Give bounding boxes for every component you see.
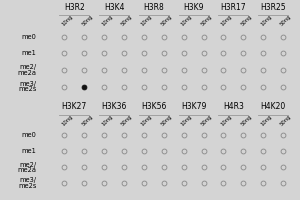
Text: 50ng: 50ng	[240, 14, 253, 27]
Text: H3R8: H3R8	[143, 3, 164, 12]
Text: me0: me0	[22, 34, 37, 40]
Text: 50ng: 50ng	[240, 113, 253, 127]
Text: 10ng: 10ng	[100, 113, 114, 127]
Text: 10ng: 10ng	[180, 14, 193, 27]
Text: me3/
me2s: me3/ me2s	[18, 177, 37, 189]
Text: H3R17: H3R17	[220, 3, 246, 12]
Text: 10ng: 10ng	[220, 14, 233, 27]
Text: 50ng: 50ng	[121, 14, 134, 27]
Text: me0: me0	[22, 132, 37, 138]
Text: 10ng: 10ng	[61, 113, 74, 127]
Text: 10ng: 10ng	[260, 113, 273, 127]
Text: 50ng: 50ng	[81, 14, 94, 27]
Text: 50ng: 50ng	[200, 113, 213, 127]
Text: H3K9: H3K9	[183, 3, 204, 12]
Text: 50ng: 50ng	[81, 113, 94, 127]
Text: 50ng: 50ng	[280, 14, 292, 27]
Text: 50ng: 50ng	[160, 14, 173, 27]
Text: H3K56: H3K56	[141, 102, 167, 111]
Text: H3K4: H3K4	[104, 3, 124, 12]
Text: me2/
me2a: me2/ me2a	[17, 64, 37, 76]
Text: 10ng: 10ng	[180, 113, 193, 127]
Text: H3K36: H3K36	[101, 102, 127, 111]
Text: H3K27: H3K27	[61, 102, 87, 111]
Text: 50ng: 50ng	[121, 113, 134, 127]
Text: H3R25: H3R25	[260, 3, 286, 12]
Text: 10ng: 10ng	[140, 113, 153, 127]
Text: 10ng: 10ng	[140, 14, 153, 27]
Text: me3/
me2s: me3/ me2s	[18, 81, 37, 92]
Text: 50ng: 50ng	[200, 14, 213, 27]
Text: H3R2: H3R2	[64, 3, 85, 12]
Text: 10ng: 10ng	[260, 14, 273, 27]
Text: 10ng: 10ng	[61, 14, 74, 27]
Text: me2/
me2a: me2/ me2a	[17, 162, 37, 173]
Text: me1: me1	[22, 148, 37, 154]
Text: H4R3: H4R3	[223, 102, 244, 111]
Text: 50ng: 50ng	[280, 113, 292, 127]
Text: me1: me1	[22, 50, 37, 56]
Text: 50ng: 50ng	[160, 113, 173, 127]
Text: 10ng: 10ng	[100, 14, 114, 27]
Text: H4K20: H4K20	[260, 102, 286, 111]
Text: 10ng: 10ng	[220, 113, 233, 127]
Text: H3K79: H3K79	[181, 102, 206, 111]
